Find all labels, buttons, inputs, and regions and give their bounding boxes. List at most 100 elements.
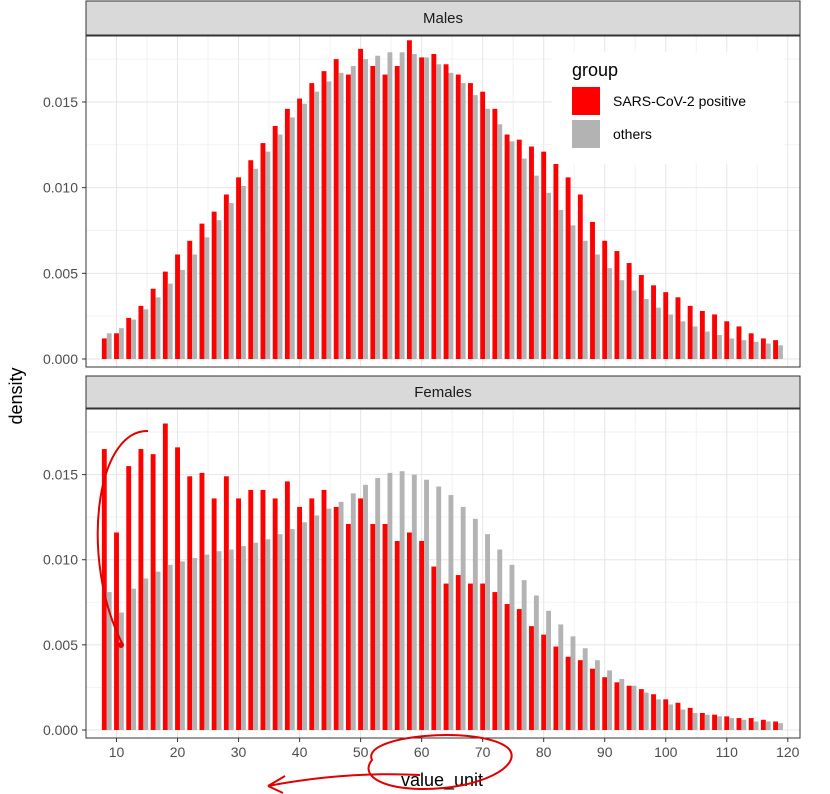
x-tick-label: 60 [414,744,430,760]
bar-sars-cov-2-positive [199,223,205,359]
bar-others [472,95,478,360]
bar-others [302,522,307,730]
bar-sars-cov-2-positive [175,447,180,730]
bar-others [228,203,234,359]
bar-sars-cov-2-positive [345,523,351,730]
bar-sars-cov-2-positive [126,466,132,730]
bar-sars-cov-2-positive [138,305,144,359]
bar-others [655,307,661,359]
bar-others [363,59,368,359]
bar-sars-cov-2-positive [724,716,730,730]
bar-sars-cov-2-positive [358,498,364,730]
bar-sars-cov-2-positive [150,288,156,359]
bar-others [155,571,161,730]
bar-others [179,269,185,359]
bar-sars-cov-2-positive [736,718,742,730]
bar-others [546,610,552,730]
bar-others [106,592,112,730]
bar-others [741,340,747,359]
bar-others [631,290,637,359]
bar-others [729,338,735,359]
bar-others [143,309,149,359]
bar-sars-cov-2-positive [541,634,547,730]
bar-others [277,534,283,730]
bar-sars-cov-2-positive [541,151,547,359]
bar-sars-cov-2-positive [431,566,437,730]
bar-sars-cov-2-positive [284,108,290,359]
bar-sars-cov-2-positive [736,326,742,359]
bar-others [118,612,124,730]
bar-others [350,493,356,730]
bar-sars-cov-2-positive [626,263,632,359]
bar-sars-cov-2-positive [480,91,486,359]
bar-sars-cov-2-positive [565,656,571,730]
bar-others [289,529,295,730]
bar-sars-cov-2-positive [248,160,254,359]
x-tick-label: 110 [716,744,739,760]
y-tick-label: 0.015 [43,94,78,110]
bar-sars-cov-2-positive [504,134,510,359]
bar-others [253,168,259,359]
bar-others [570,636,576,730]
bar-sars-cov-2-positive [406,532,412,730]
legend-title: group [572,60,618,80]
y-tick-label: 0.000 [43,351,78,367]
legend-label-sars-cov-2-positive: SARS-CoV-2 positive [613,93,746,109]
bar-others [485,534,490,730]
bar-others [131,588,137,730]
bar-others [338,501,344,730]
x-tick-label: 50 [353,744,369,760]
bar-others [533,175,539,359]
bar-sars-cov-2-positive [443,64,449,359]
bar-sars-cov-2-positive [663,292,669,359]
bar-others [778,723,783,730]
bar-others [692,326,698,359]
bar-sars-cov-2-positive [553,160,559,359]
bar-sars-cov-2-positive [760,719,766,730]
bar-sars-cov-2-positive [321,489,327,730]
bar-others [485,108,490,359]
bar-others [546,192,552,359]
bar-others [753,721,759,730]
bar-sars-cov-2-positive [663,699,669,730]
bar-sars-cov-2-positive [492,592,498,730]
bar-sars-cov-2-positive [553,646,559,730]
bar-others [558,624,564,730]
x-tick-label: 80 [536,744,552,760]
facet-label-males: Males [423,10,463,27]
bar-sars-cov-2-positive [309,498,315,730]
bar-others [570,225,576,359]
bar-sars-cov-2-positive [480,583,486,730]
bar-others [411,474,417,730]
bar-sars-cov-2-positive [675,702,681,730]
bar-others [778,345,783,359]
bar-others [375,478,381,730]
x-tick-label: 70 [475,744,491,760]
x-tick-label: 100 [654,744,678,760]
bar-sars-cov-2-positive [394,541,400,730]
bar-others [314,91,320,359]
bar-sars-cov-2-positive [443,583,449,730]
bar-others [619,280,625,359]
legend: group SARS-CoV-2 positive others [552,52,784,164]
bar-others [204,237,210,359]
x-tick-label: 40 [292,744,308,760]
bar-sars-cov-2-positive [236,177,241,359]
bar-sars-cov-2-positive [773,721,779,730]
bar-sars-cov-2-positive [358,48,364,359]
bar-sars-cov-2-positive [114,333,119,359]
bar-others [363,484,368,730]
facet-label-females: Females [414,384,472,401]
bar-sars-cov-2-positive [419,57,425,360]
bar-others [765,721,771,730]
x-axis: 10 20 30 40 50 60 70 80 90 100 110 120 [109,738,800,760]
bar-others [326,81,332,359]
bar-sars-cov-2-positive [101,338,107,359]
bar-sars-cov-2-positive [162,271,168,359]
bar-others [619,678,625,730]
bar-sars-cov-2-positive [199,472,205,730]
bar-others [387,472,393,730]
bar-sars-cov-2-positive [272,125,278,360]
bar-others [436,64,442,359]
bar-others [753,341,759,359]
